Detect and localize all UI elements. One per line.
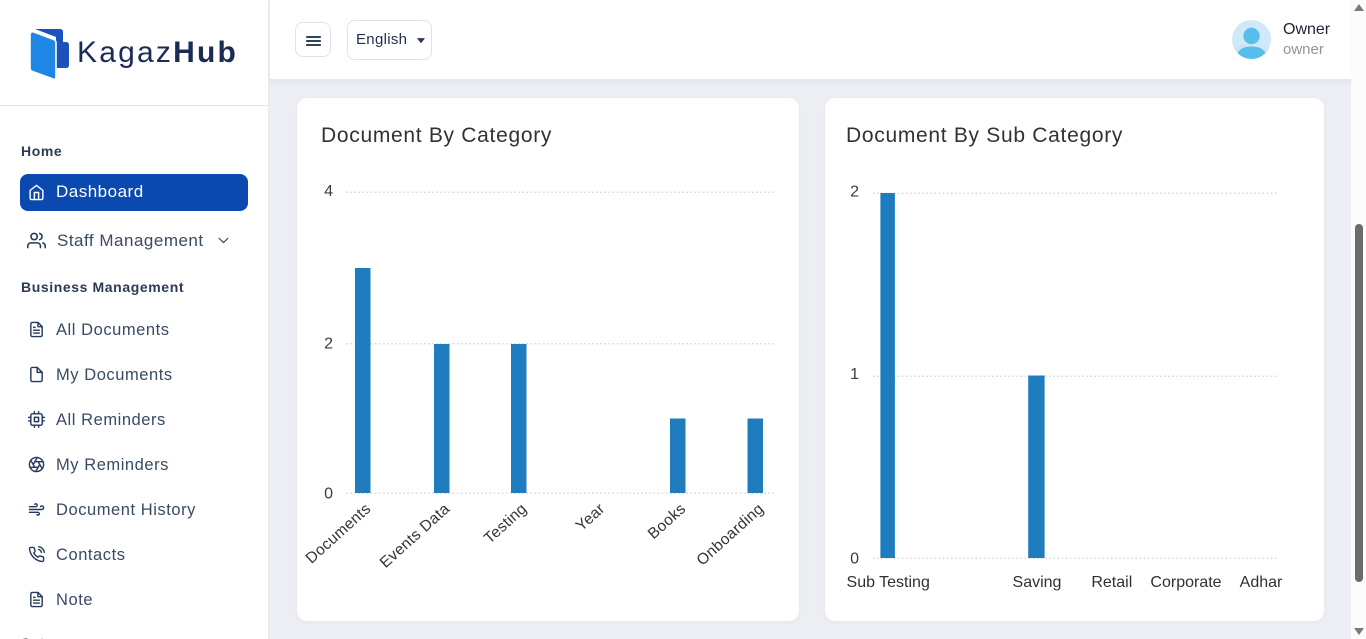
svg-text:2: 2 [324,336,333,353]
svg-text:Books: Books [645,500,690,542]
svg-text:Events Data: Events Data [377,500,454,571]
svg-text:Documents: Documents [303,500,375,567]
svg-text:0: 0 [850,550,859,567]
svg-text:Adhar: Adhar [1240,574,1283,591]
svg-text:4: 4 [324,183,333,200]
svg-text:Onboarding: Onboarding [694,500,768,569]
svg-text:0: 0 [324,486,333,503]
svg-text:2: 2 [850,184,859,201]
svg-text:Retail: Retail [1091,574,1132,591]
svg-text:Testing: Testing [481,500,530,547]
svg-text:Year: Year [573,500,609,534]
svg-text:Saving: Saving [1013,574,1062,591]
svg-text:Sub Testing: Sub Testing [847,574,930,591]
svg-text:1: 1 [850,366,859,383]
svg-text:Corporate: Corporate [1150,574,1221,591]
